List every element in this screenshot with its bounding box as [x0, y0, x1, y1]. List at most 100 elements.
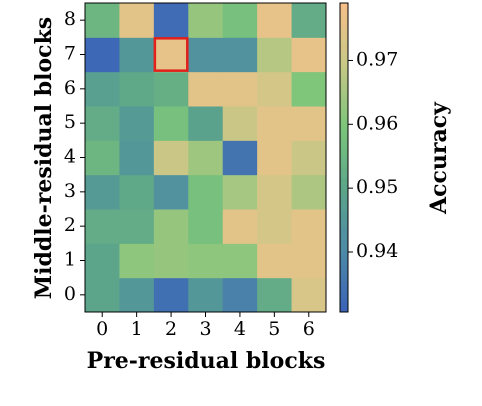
- colorbar-segment: [340, 157, 348, 164]
- colorbar-segment: [340, 250, 348, 256]
- cell: [257, 243, 293, 279]
- colorbar-segment: [340, 152, 348, 158]
- cell: [291, 174, 327, 210]
- colorbar-segment: [340, 183, 348, 189]
- cell: [188, 209, 224, 244]
- y-axis-label: Middle-residual blocks: [31, 17, 57, 299]
- cell: [291, 3, 327, 38]
- cell: [222, 277, 258, 313]
- colorbar-segment: [340, 260, 348, 267]
- colorbar-frame: [339, 2, 349, 313]
- colorbar-segment: [340, 306, 348, 313]
- cell: [85, 243, 120, 279]
- colorbar-segment: [340, 111, 348, 117]
- colorbar-segment: [340, 100, 348, 107]
- cell: [188, 174, 224, 210]
- x-axis-label: Pre-residual blocks: [87, 348, 326, 374]
- colorbar-segment: [340, 255, 348, 261]
- colorbar-tick-label: 0.95: [356, 176, 398, 198]
- colorbar-segment: [340, 265, 348, 272]
- cell: [85, 3, 120, 38]
- x-tick-label: 5: [268, 318, 280, 340]
- cell: [291, 140, 327, 176]
- cell: [188, 140, 224, 176]
- colorbar-segment: [340, 64, 348, 71]
- cell: [153, 277, 189, 313]
- cell: [257, 106, 293, 141]
- cell: [188, 71, 224, 107]
- colorbar-segment: [340, 209, 348, 215]
- cell: [291, 71, 327, 107]
- colorbar-segment: [340, 126, 348, 133]
- cell: [257, 37, 293, 73]
- colorbar-segment: [340, 291, 348, 298]
- colorbar-tick-label: 0.97: [356, 48, 398, 70]
- cell: [119, 243, 155, 279]
- colorbar-segment: [340, 106, 348, 112]
- colorbar-segment: [340, 270, 348, 277]
- colorbar-segment: [340, 193, 348, 200]
- colorbar-segment: [340, 95, 348, 102]
- cell: [222, 174, 258, 210]
- colorbar-segment: [340, 44, 348, 50]
- y-tick-label: 6: [64, 77, 76, 99]
- cell: [119, 209, 155, 244]
- colorbar-segment: [340, 281, 348, 287]
- cell: [153, 37, 189, 73]
- x-tick-label: 1: [131, 318, 143, 340]
- cell: [85, 277, 120, 313]
- colorbar-segment: [340, 39, 348, 45]
- colorbar-segment: [340, 142, 348, 148]
- colorbar-segment: [340, 121, 348, 128]
- colorbar-segment: [340, 116, 348, 122]
- colorbar-segment: [340, 234, 348, 241]
- cell: [153, 3, 189, 38]
- colorbar-segment: [340, 33, 348, 40]
- colorbar-segment: [340, 219, 348, 225]
- cell: [188, 277, 224, 313]
- y-tick-label: 8: [64, 8, 76, 30]
- colorbar-segment: [340, 54, 348, 61]
- cell: [153, 71, 189, 107]
- y-tick-label: 5: [64, 111, 76, 133]
- cell: [119, 37, 155, 73]
- cell: [188, 37, 224, 73]
- colorbar-segment: [340, 172, 348, 179]
- cell: [291, 209, 327, 244]
- cell: [153, 209, 189, 244]
- cell: [85, 174, 120, 210]
- colorbar-segment: [340, 229, 348, 236]
- colorbar-segment: [340, 90, 348, 97]
- colorbar-segment: [340, 275, 348, 282]
- y-tick-label: 1: [64, 249, 76, 271]
- colorbar-segment: [340, 296, 348, 303]
- colorbar-segment: [340, 8, 348, 14]
- cell: [222, 37, 258, 73]
- cell: [153, 140, 189, 176]
- cell: [119, 140, 155, 176]
- x-tick-label: 4: [234, 318, 246, 340]
- colorbar-label: Accuracy: [426, 101, 452, 215]
- highlight: [153, 37, 189, 72]
- y-tick-label: 2: [64, 214, 76, 236]
- x-tick-label: 2: [165, 318, 177, 340]
- colorbar-tick-label: 0.96: [356, 112, 398, 134]
- cell: [257, 140, 293, 176]
- colorbar-segment: [340, 80, 348, 86]
- cell: [119, 277, 155, 313]
- colorbar-segment: [340, 301, 348, 308]
- colorbar-segment: [340, 147, 348, 153]
- colorbar-segment: [340, 162, 348, 169]
- x-tick-label: 6: [303, 318, 315, 340]
- cell: [291, 243, 327, 279]
- cell: [257, 174, 293, 210]
- colorbar-segment: [340, 69, 348, 76]
- colorbar-segment: [340, 75, 348, 81]
- cell: [153, 243, 189, 279]
- colorbar-segment: [340, 136, 348, 143]
- cell: [85, 140, 120, 176]
- cell: [257, 277, 293, 313]
- colorbar-segment: [340, 85, 348, 92]
- y-tick-label: 4: [64, 146, 76, 168]
